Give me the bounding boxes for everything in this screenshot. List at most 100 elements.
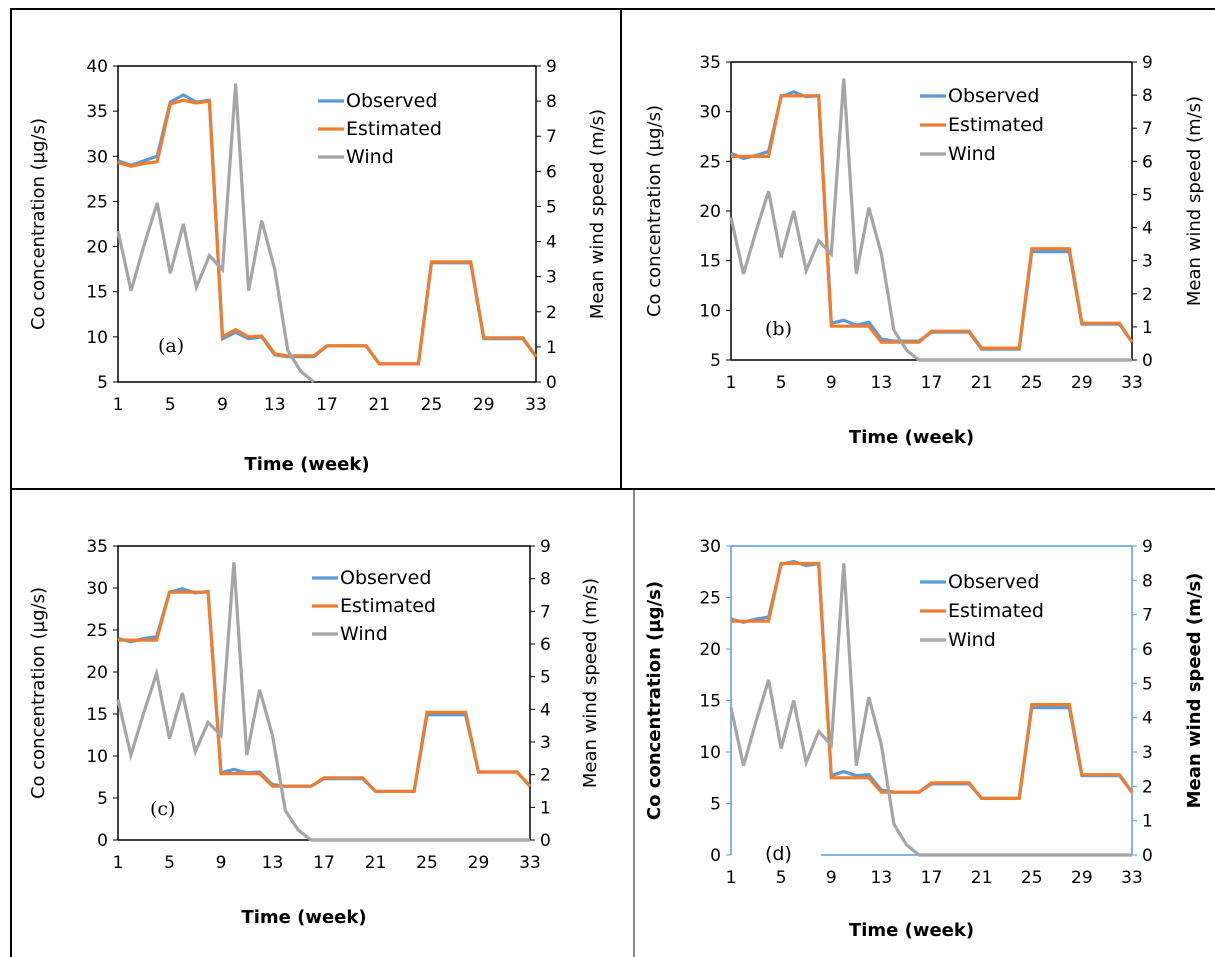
legend-label-estimated: Estimated [340,595,436,617]
x-tick-label: 17 [316,395,338,415]
y2-tick-label: 6 [1142,152,1153,172]
y2-tick-label: 1 [1142,318,1153,338]
legend-label-wind: Wind [948,143,996,165]
y2-tick-label: 0 [540,831,551,851]
series-line-wind [116,562,530,842]
x-tick-label: 5 [776,868,787,888]
x-tick-label: 13 [871,868,893,888]
x-tick-label: 1 [726,868,737,888]
y-tick-label: 35 [86,537,108,557]
x-tick-label: 9 [826,868,837,888]
y-axis-title: Co concentration (µg/s) [28,118,49,330]
x-tick-label: 33 [1121,373,1143,393]
y2-tick-label: 5 [546,197,557,217]
x-tick-label: 17 [921,373,943,393]
x-tick-label: 13 [871,373,893,393]
table-divider-vertical-top [620,8,622,490]
y-tick-label: 20 [699,202,721,222]
y-tick-label: 25 [86,192,108,212]
x-tick-label: 33 [525,395,547,415]
y-tick-label: 10 [699,743,721,763]
x-tick-label: 13 [264,395,286,415]
y-tick-label: 25 [699,152,721,172]
y2-tick-label: 6 [1142,640,1153,660]
y2-tick-label: 8 [1142,86,1153,106]
series-line-observed [730,559,1134,800]
y2-tick-label: 3 [546,268,557,288]
y-tick-label: 35 [86,102,108,122]
legend-label-observed: Observed [340,567,431,589]
x-tick-label: 1 [113,853,124,873]
y-tick-label: 15 [86,283,108,303]
y2-axis-title: Mean wind speed (m/s) [587,109,608,319]
x-tick-label: 21 [368,395,390,415]
y2-tick-label: 1 [1142,812,1153,832]
y2-tick-label: 5 [1142,185,1153,205]
x-tick-label: 9 [216,853,227,873]
y-tick-label: 20 [699,640,721,660]
y-tick-label: 25 [699,589,721,609]
chart-panel-b: 5 10 15 20 25 30 35 0 1 2 3 4 5 6 7 8 9 1 5 9 13 17 21 25 29 33 Ti… [644,53,1205,448]
x-tick-label: 1 [113,395,124,415]
y2-tick-label: 7 [540,602,551,622]
y2-tick-label: 5 [540,668,551,688]
x-tick-label: 25 [421,395,443,415]
x-tick-label: 9 [826,373,837,393]
chart-panel-c: 0 5 10 15 20 25 30 35 0 1 2 3 4 5 6 7 8 9 1 5 9 13 17 21 25 29 33 T… [28,537,601,928]
y2-axis-title: Mean wind speed (m/s) [1184,96,1205,306]
x-tick-label: 25 [416,853,438,873]
y2-tick-label: 0 [546,373,557,393]
x-axis-title: Time (week) [849,920,974,941]
y-tick-label: 40 [86,57,108,77]
y-tick-label: 15 [699,692,721,712]
legend-label-wind: Wind [346,146,394,168]
y2-tick-label: 6 [540,635,551,655]
x-tick-label: 29 [1071,373,1093,393]
y2-tick-label: 9 [546,57,557,77]
x-tick-label: 9 [217,395,228,415]
x-tick-label: 29 [1071,868,1093,888]
y2-tick-label: 0 [1142,351,1153,371]
panel-label: (c) [150,798,175,820]
y2-tick-label: 4 [540,700,551,720]
x-axis-title: Time (week) [244,454,369,475]
legend-label-estimated: Estimated [948,114,1044,136]
y2-tick-label: 0 [1142,846,1153,866]
series-line-estimated [731,561,1134,800]
panel-label: (d) [765,843,792,865]
panel-label: (b) [765,318,792,340]
y2-tick-label: 2 [540,766,551,786]
series-line-estimated [118,590,532,793]
x-tick-label: 33 [519,853,541,873]
y-tick-label: 20 [86,238,108,258]
y2-axis-title: Mean wind speed (m/s) [580,578,601,788]
x-tick-label: 21 [971,373,993,393]
legend-label-estimated: Estimated [948,600,1044,622]
y-tick-label: 10 [86,328,108,348]
y-axis-title: Co concentration (µg/s) [644,105,665,317]
y2-tick-label: 9 [1142,53,1153,73]
y2-tick-label: 6 [546,162,557,182]
y-axis-title: Co concentration (µg/s) [644,581,665,820]
table-border-top [10,8,1215,10]
y2-tick-label: 7 [1142,606,1153,626]
y-tick-label: 25 [86,621,108,641]
y2-tick-label: 3 [1142,743,1153,763]
y-tick-label: 0 [97,831,108,851]
y2-tick-label: 4 [1142,709,1153,729]
x-tick-label: 13 [262,853,284,873]
y-tick-label: 35 [699,53,721,73]
y-tick-label: 30 [86,147,108,167]
y2-tick-label: 4 [546,233,557,253]
series-line-wind [116,83,315,384]
x-tick-label: 5 [776,373,787,393]
y-tick-label: 5 [710,795,721,815]
table-divider-horizontal [10,488,1215,490]
y-tick-label: 5 [710,351,721,371]
y-tick-label: 30 [86,579,108,599]
x-tick-label: 25 [1021,373,1043,393]
panel-label: (a) [158,335,184,357]
